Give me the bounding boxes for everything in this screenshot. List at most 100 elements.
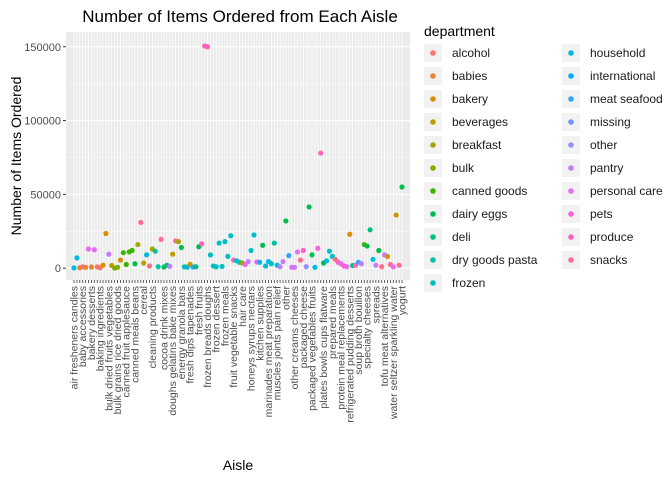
data-point [373, 262, 379, 268]
legend-item: meat seafood [562, 90, 663, 108]
legend-swatch [568, 50, 574, 56]
legend-item: dairy eggs [424, 205, 507, 223]
y-axis-title: Number of Items Ordered [8, 77, 24, 236]
data-point [123, 261, 129, 268]
legend-label: beverages [452, 115, 508, 129]
x-tick-label: marinades meat preparation [263, 286, 275, 417]
x-tick-label: cleaning products [147, 286, 159, 368]
legend-swatch [430, 50, 436, 56]
data-point [120, 250, 126, 256]
x-tick-label: specialty cheeses [362, 286, 374, 369]
data-point [280, 258, 286, 265]
data-point [268, 261, 274, 267]
legend-item: missing [562, 113, 631, 131]
legend-item: dry goods pasta [424, 251, 538, 269]
legend-label: pantry [590, 161, 623, 175]
legend-swatch [568, 96, 574, 102]
legend: department alcohol babies bakery beverages b… [424, 23, 663, 292]
data-point [283, 218, 289, 224]
legend-label: canned goods [452, 184, 527, 198]
legend-swatch [568, 257, 574, 263]
x-tick-label: baking ingredients [95, 286, 107, 371]
data-point [219, 263, 225, 270]
legend-swatch [430, 211, 436, 217]
x-tick-label: fruit vegetable snacks [228, 286, 240, 388]
data-point [384, 253, 391, 259]
x-tick-label: baby accessories [77, 286, 89, 367]
data-point [129, 247, 135, 254]
legend-swatch [430, 96, 436, 102]
data-point [248, 247, 254, 254]
x-tick-label: tofu meat alternatives [379, 286, 391, 386]
legend-item: personal care [562, 182, 663, 200]
data-point [347, 231, 353, 237]
data-point [152, 248, 158, 254]
legend-label: pets [590, 207, 613, 221]
x-axis-title: Aisle [223, 457, 254, 473]
x-tick-label: air fresheners candles [69, 286, 81, 389]
data-point [286, 253, 292, 259]
data-point [83, 264, 89, 270]
data-point [204, 44, 211, 50]
data-point [306, 204, 312, 210]
chart-title: Number of Items Ordered from Each Aisle [82, 7, 398, 26]
legend-swatch [430, 73, 436, 79]
data-point [367, 227, 373, 233]
data-point [193, 264, 199, 270]
x-tick-label: frozen dessert [211, 286, 223, 353]
data-point [155, 264, 161, 270]
data-point [143, 252, 150, 258]
legend-swatch [430, 280, 436, 286]
x-tick-label: cereal [138, 286, 150, 315]
x-tick-label: packaged cheese [298, 286, 310, 368]
legend-label: bulk [452, 161, 475, 175]
x-tick-label: bulk grains rice dried goods [112, 286, 124, 414]
legend-label: personal care [590, 184, 663, 198]
data-point [167, 263, 173, 270]
x-tick-label: cocoa drink mixes [158, 286, 170, 370]
legend-item: breakfast [424, 136, 502, 154]
x-tick-label: energy granola bars [176, 286, 188, 379]
data-point [312, 264, 318, 270]
y-tick-label: 50000 [30, 189, 61, 201]
data-point [106, 251, 112, 257]
data-point [178, 244, 184, 251]
legend-label: snacks [590, 253, 627, 267]
grid [66, 32, 410, 280]
legend-swatch [430, 234, 436, 240]
y-tick-label: 0 [55, 263, 61, 275]
legend-label: other [590, 138, 617, 152]
y-axis: 0 50000 100000 150000 [24, 42, 66, 275]
x-tick-label: frozen breads doughs [202, 286, 214, 388]
legend-item: household [562, 44, 645, 62]
x-tick-label: hair care [237, 286, 249, 327]
data-point [85, 246, 92, 252]
data-point [390, 264, 396, 270]
data-point [216, 240, 222, 246]
data-point [88, 264, 95, 270]
data-point [170, 251, 176, 257]
legend-item: produce [562, 228, 634, 246]
legend-swatch [430, 142, 436, 148]
legend-item: frozen [424, 274, 485, 292]
legend-swatch [568, 188, 574, 194]
legend-label: international [590, 69, 655, 83]
x-tick-label: canned meals beans [129, 286, 141, 383]
legend-swatch [568, 165, 574, 171]
x-tick-label: muscles joints pain relief [272, 286, 284, 400]
data-point [245, 258, 251, 265]
legend-swatch [430, 119, 436, 125]
data-point [100, 262, 106, 268]
legend-swatch [430, 165, 436, 171]
x-tick-label: honeys syrups nectars [246, 286, 258, 391]
x-tick-label: yogurt [397, 286, 409, 315]
x-tick-label: fresh fruits [193, 286, 205, 335]
x-tick-label: soup broth bouillon [353, 286, 365, 375]
data-point [326, 248, 333, 254]
legend-item: other [562, 136, 617, 154]
x-tick-label: water seltzer sparkling water [388, 286, 400, 421]
data-point [222, 239, 228, 245]
legend-label: bakery [452, 92, 488, 106]
x-tick-label: spreads [370, 286, 382, 323]
